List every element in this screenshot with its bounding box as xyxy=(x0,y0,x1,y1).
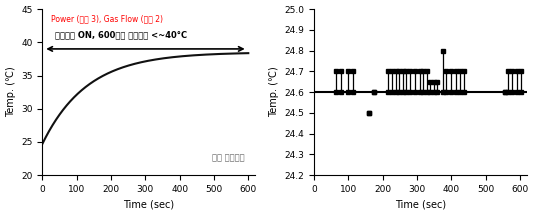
X-axis label: Time (sec): Time (sec) xyxy=(395,200,446,209)
Text: 플라즈마 ON, 600초간 온도범위 <~40°C: 플라즈마 ON, 600초간 온도범위 <~40°C xyxy=(55,31,187,40)
Y-axis label: Temp. (℃): Temp. (℃) xyxy=(269,67,279,117)
Text: 내부 입구영역: 내부 입구영역 xyxy=(212,153,244,162)
Y-axis label: Temp. (℃): Temp. (℃) xyxy=(5,67,16,117)
X-axis label: Time (sec): Time (sec) xyxy=(123,200,174,209)
Text: Power (레벨 3), Gas Flow (레벨 2): Power (레벨 3), Gas Flow (레벨 2) xyxy=(51,14,163,23)
